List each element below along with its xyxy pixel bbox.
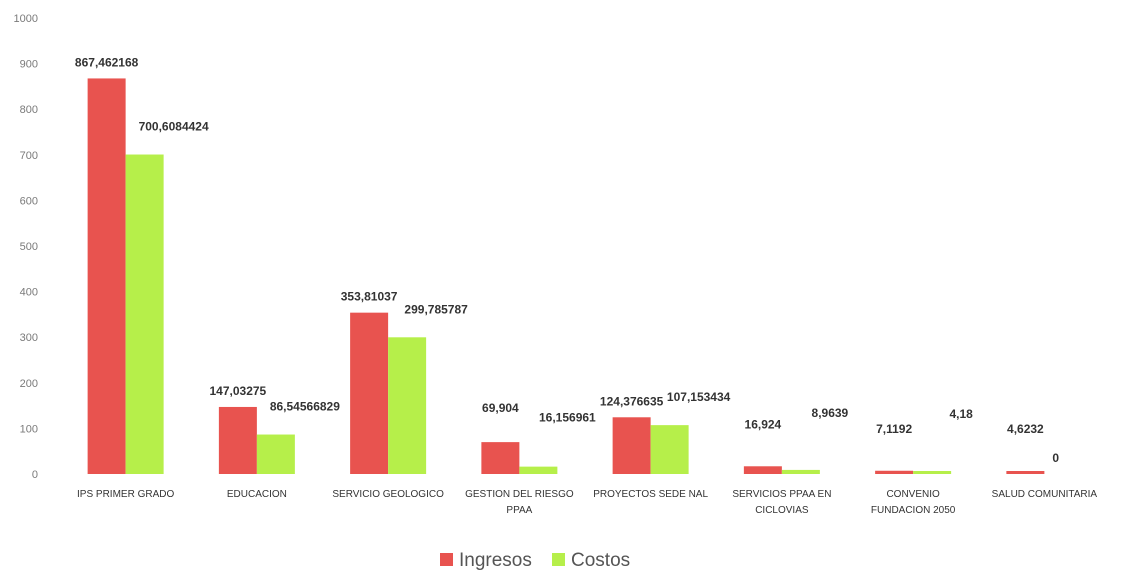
bar-costos (650, 425, 689, 474)
x-category-label: GESTION DEL RIESGO (465, 489, 574, 500)
data-label-ingresos: 16,924 (745, 417, 782, 431)
y-tick-label: 500 (20, 241, 38, 253)
data-label-ingresos: 147,03275 (210, 384, 267, 398)
bar-ingresos (743, 466, 782, 474)
y-tick-label: 100 (20, 423, 38, 435)
bar-costos (913, 471, 952, 474)
x-axis: IPS PRIMER GRADO EDUCACION SERVICIO GEOLOG… (77, 489, 1097, 516)
bar-ingresos (481, 442, 520, 474)
data-label-ingresos: 867,462168 (75, 55, 139, 69)
data-label-ingresos: 124,376635 (600, 394, 664, 408)
data-label-ingresos: 7,1192 (876, 422, 912, 436)
x-category-label: CICLOVIAS (755, 505, 809, 516)
bars (87, 78, 1045, 474)
x-category-label: PROYECTOS SEDE NAL (593, 489, 708, 500)
bar-ingresos (1006, 471, 1045, 474)
y-tick-label: 900 (20, 59, 38, 71)
x-category-label: SERVICIO GEOLOGICO (332, 489, 444, 500)
y-tick-label: 600 (20, 195, 38, 207)
x-category-label: IPS PRIMER GRADO (77, 489, 174, 500)
bar-costos (256, 434, 295, 474)
x-category-label: CONVENIO (886, 489, 940, 500)
y-tick-label: 300 (20, 332, 38, 344)
data-label-ingresos: 4,6232 (1007, 422, 1044, 436)
y-tick-label: 0 (32, 469, 38, 481)
data-label-costos: 700,6084424 (139, 120, 209, 134)
x-category-label: EDUCACION (227, 489, 287, 500)
data-label-costos: 4,18 (949, 407, 973, 421)
x-category-label: SALUD COMUNITARIA (992, 489, 1098, 500)
y-tick-label: 800 (20, 104, 38, 116)
bar-costos (125, 154, 164, 474)
legend-swatch-costos (552, 553, 565, 566)
y-tick-label: 400 (20, 287, 38, 299)
legend-swatch-ingresos (440, 553, 453, 566)
data-label-costos: 86,54566829 (270, 400, 340, 414)
bar-ingresos (87, 78, 126, 474)
data-label-ingresos: 69,904 (482, 401, 519, 415)
data-label-costos: 107,153434 (667, 390, 731, 404)
bar-costos (781, 469, 820, 474)
legend-label-ingresos: Ingresos (459, 550, 532, 571)
y-tick-label: 700 (20, 150, 38, 162)
legend-label-costos: Costos (571, 550, 630, 571)
x-category-label: SERVICIOS PPAA EN (732, 489, 831, 500)
data-label-costos: 299,785787 (404, 302, 468, 316)
legend: Ingresos Costos (440, 550, 630, 571)
y-tick-label: 200 (20, 378, 38, 390)
bar-ingresos (612, 417, 651, 474)
x-category-label: PPAA (506, 505, 532, 516)
bar-ingresos (875, 470, 914, 474)
bar-costos (519, 466, 558, 474)
y-axis: 0 100 200 300 400 500 600 700 800 900 1000 (14, 13, 38, 481)
data-label-costos: 8,9639 (812, 406, 849, 420)
bar-ingresos (350, 312, 389, 474)
data-label-costos: 0 (1052, 451, 1059, 465)
data-labels: 867,462168 700,6084424 147,0327586,5456682… (75, 55, 1059, 465)
bar-costos (388, 337, 427, 474)
y-tick-label: 1000 (14, 13, 38, 25)
data-label-costos: 16,156961 (539, 411, 596, 425)
bar-ingresos (218, 406, 257, 474)
x-category-label: FUNDACION 2050 (871, 505, 956, 516)
data-label-ingresos: 353,81037 (341, 290, 398, 304)
